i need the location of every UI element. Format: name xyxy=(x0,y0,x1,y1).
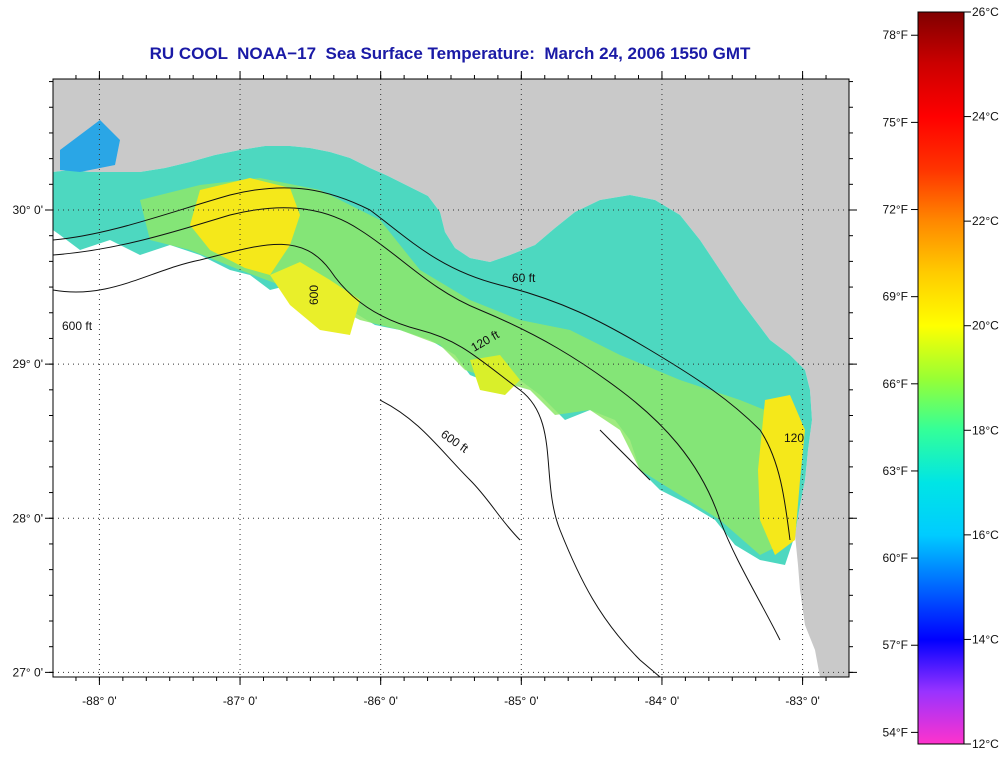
bathymetry-contours xyxy=(53,187,791,677)
colorbar-ticks: 12°C 14°C 16°C 18°C 20°C 22°C 24°C 26°C 54°F 57°F… xyxy=(883,5,1000,751)
sst-cool-patch-nw xyxy=(60,120,120,172)
celsius-tick-label: 26°C xyxy=(972,5,999,19)
axis-ticks: -88° 0' -87° 0' -86° 0' -85° 0' -84° 0' -83° … xyxy=(13,71,857,708)
sst-warm-patch-mid xyxy=(270,262,360,335)
contour-label: 120 xyxy=(784,431,804,445)
fahrenheit-tick-label: 57°F xyxy=(883,638,908,652)
fahrenheit-tick-label: 78°F xyxy=(883,28,908,42)
x-tick-label: -87° 0' xyxy=(223,694,257,708)
map-title: RU COOL NOAA−17 Sea Surface Temperature:… xyxy=(149,44,751,63)
contour-label: 600 xyxy=(307,285,321,305)
fahrenheit-tick-label: 75°F xyxy=(883,115,908,129)
fahrenheit-tick-label: 54°F xyxy=(883,725,908,739)
x-tick-label: -83° 0' xyxy=(785,694,819,708)
celsius-tick-label: 16°C xyxy=(972,528,999,542)
x-tick-label: -84° 0' xyxy=(645,694,679,708)
x-tick-label: -88° 0' xyxy=(82,694,116,708)
x-tick-label: -85° 0' xyxy=(504,694,538,708)
x-tick-label: -86° 0' xyxy=(363,694,397,708)
fahrenheit-tick-label: 69°F xyxy=(883,290,908,304)
celsius-tick-label: 20°C xyxy=(972,319,999,333)
fahrenheit-tick-label: 63°F xyxy=(883,464,908,478)
fahrenheit-tick-label: 72°F xyxy=(883,203,908,217)
y-tick-label: 30° 0' xyxy=(13,203,43,217)
celsius-tick-label: 18°C xyxy=(972,423,999,437)
sst-warm-patch-east xyxy=(758,395,805,555)
fahrenheit-tick-label: 60°F xyxy=(883,551,908,565)
celsius-tick-label: 12°C xyxy=(972,737,999,751)
contour-label: 600 ft xyxy=(62,319,93,333)
celsius-tick-label: 22°C xyxy=(972,214,999,228)
sst-warm-patch-south xyxy=(470,355,520,395)
celsius-tick-label: 24°C xyxy=(972,110,999,124)
colorbar-gradient xyxy=(917,11,965,745)
celsius-tick-label: 14°C xyxy=(972,632,999,646)
sst-warm-patch-west xyxy=(190,178,300,275)
y-tick-label: 29° 0' xyxy=(13,357,43,371)
land-mass xyxy=(53,79,849,677)
contour-label: 60 ft xyxy=(512,271,536,285)
y-tick-label: 28° 0' xyxy=(13,511,43,525)
y-tick-label: 27° 0' xyxy=(13,665,43,679)
fahrenheit-tick-label: 66°F xyxy=(883,377,908,391)
